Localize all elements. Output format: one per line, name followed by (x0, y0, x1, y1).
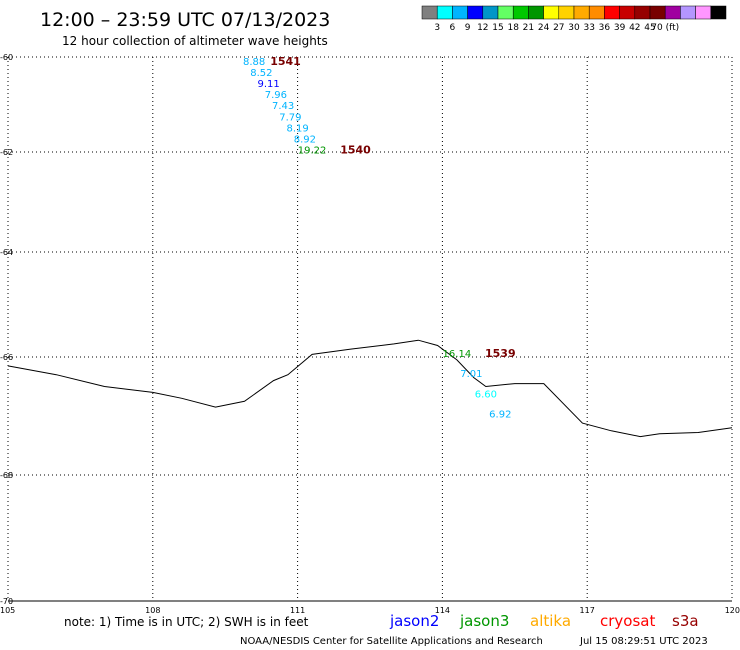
chart-axes: 105 108 111 114 117 120 -60 -62 -64 -66 -68 -70 (0, 53, 740, 615)
chart-grid (7, 56, 733, 602)
color-swatch (588, 5, 605, 20)
color-scale-label: 39 (614, 23, 626, 33)
page-subtitle: 12 hour collection of altimeter wave hei… (62, 34, 328, 48)
color-scale-label: 24 (538, 23, 550, 33)
color-swatch (573, 5, 590, 20)
swh-value-label: 8.92 (294, 135, 316, 146)
y-tick-label: -64 (0, 248, 13, 257)
y-tick-label: -70 (0, 597, 13, 606)
color-swatch (710, 5, 727, 20)
color-scale-label: 70 (ft) (651, 23, 679, 33)
pass-labels: 1541 1540 1539 (270, 55, 515, 360)
coastline (7, 339, 733, 438)
swh-value-label: 6.92 (489, 410, 511, 421)
color-swatch (467, 5, 484, 20)
color-swatch (421, 5, 438, 20)
color-scale-label: 45 (644, 23, 655, 33)
footer-credit: NOAA/NESDIS Center for Satellite Applica… (240, 636, 543, 647)
color-scale-label: 30 (568, 23, 580, 33)
coastline-path (7, 339, 733, 438)
satellite-name: altika (530, 612, 571, 630)
satellite-name: jason2 (389, 612, 439, 630)
color-swatch (619, 5, 636, 20)
pass-number-label: 1539 (485, 347, 516, 360)
color-scale-label: 18 (507, 23, 519, 33)
color-swatch (695, 5, 712, 20)
color-swatch (558, 5, 575, 20)
color-scale-label: 6 (450, 23, 456, 33)
swh-value-label: 16.14 (443, 349, 472, 360)
swh-value-label: 7.79 (279, 112, 301, 123)
color-scale-label: 21 (523, 23, 534, 33)
swh-value-label: 7.96 (265, 90, 287, 101)
color-scale-label: 27 (553, 23, 564, 33)
x-tick-label: 117 (580, 606, 595, 615)
color-swatch (664, 5, 681, 20)
satellite-name: s3a (672, 612, 699, 630)
satellite-legend: jason2 jason3 altika cryosat s3a (389, 612, 699, 630)
x-tick-label: 111 (290, 606, 305, 615)
x-tick-label: 105 (0, 606, 15, 615)
y-tick-label: -60 (0, 53, 13, 62)
page-title: 12:00 – 23:59 UTC 07/13/2023 (40, 9, 330, 31)
swh-value-label: 8.19 (286, 123, 308, 134)
pass-number-label: 1541 (270, 55, 301, 68)
x-tick-label: 114 (435, 606, 450, 615)
swh-value-label: 7.43 (272, 101, 294, 112)
color-scale-label: 36 (599, 23, 611, 33)
x-tick-label: 120 (725, 606, 740, 615)
satellite-name: jason3 (459, 612, 509, 630)
color-swatch (452, 5, 468, 20)
y-tick-label: -62 (0, 148, 13, 157)
color-swatch (543, 5, 560, 20)
color-scale-label: 3 (434, 23, 440, 33)
color-scale-label: 12 (477, 23, 488, 33)
footer-timestamp: Jul 15 08:29:51 UTC 2023 (579, 636, 708, 647)
swh-value-label: 8.52 (250, 68, 272, 79)
color-scale-label: 15 (492, 23, 503, 33)
pass-number-label: 1540 (340, 144, 371, 157)
color-swatch (497, 5, 514, 20)
color-swatch (634, 5, 651, 20)
swh-value-label: 6.60 (475, 390, 497, 401)
color-scale-label: 33 (583, 23, 594, 33)
footer-note: note: 1) Time is in UTC; 2) SWH is in fe… (64, 615, 309, 629)
color-swatch (680, 5, 696, 20)
color-swatch (436, 5, 453, 20)
swh-value-label: 8.88 (243, 57, 265, 68)
color-swatch (649, 5, 666, 20)
y-tick-label: -66 (0, 353, 13, 362)
swh-value-label: 7.01 (460, 369, 482, 380)
color-scale-label: 42 (629, 23, 640, 33)
y-tick-label: -68 (0, 471, 13, 480)
color-swatch (528, 5, 544, 20)
satellite-name: cryosat (600, 612, 655, 630)
swh-value-label: 19.22 (298, 146, 327, 157)
swh-value-label: 9.11 (258, 79, 280, 90)
color-swatch (604, 5, 620, 20)
color-swatch (482, 5, 499, 20)
color-swatch (512, 5, 529, 20)
x-tick-label: 108 (145, 606, 160, 615)
color-scale-label: 9 (465, 23, 471, 33)
